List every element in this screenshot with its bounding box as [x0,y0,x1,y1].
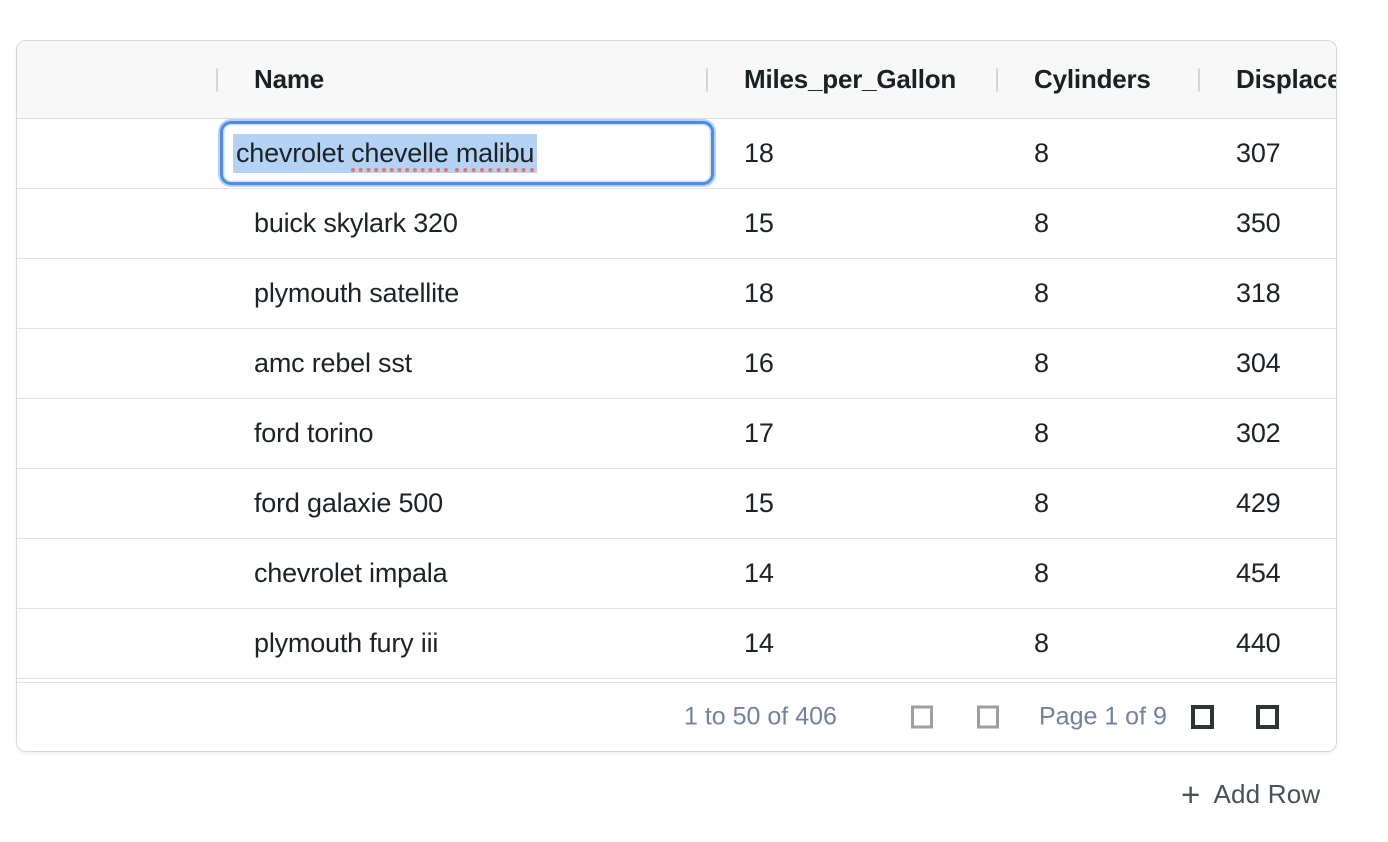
displacement-cell[interactable]: 304 [1236,348,1281,378]
editor-word-misspelled: chevelle [351,137,449,168]
column-header-displacement[interactable]: Displacement [1198,41,1336,118]
column-header-miles-per-gallon[interactable]: Miles_per_Gallon [706,41,996,118]
page-indicator-label: Page 1 of 9 [1039,702,1167,731]
editor-word: chevrolet [236,137,344,168]
displacement-cell[interactable]: 454 [1236,558,1281,588]
grid-header-row: Name Miles_per_Gallon Cylinders Displace… [17,41,1336,119]
row-handle-cell[interactable] [17,189,216,258]
row-handle-cell[interactable] [17,119,216,188]
mpg-cell[interactable]: 17 [744,418,774,448]
column-header-blank [17,41,216,118]
name-cell[interactable]: plymouth satellite [254,278,460,308]
name-cell[interactable]: ford torino [254,418,374,448]
table-row: buick skylark 320 15 8 350 [17,189,1336,259]
column-resize-handle[interactable] [996,68,998,91]
cylinders-cell[interactable]: 8 [1034,558,1049,588]
mpg-cell[interactable]: 14 [744,558,774,588]
displacement-cell[interactable]: 302 [1236,418,1281,448]
table-row: plymouth fury iii 14 8 440 [17,609,1336,679]
row-handle-cell[interactable] [17,399,216,468]
table-row: chevrolet impala 14 8 454 [17,539,1336,609]
table-row: 18 8 307 chevrolet chevelle malibu [17,119,1336,189]
add-row-button[interactable]: + Add Row [1181,775,1321,813]
cylinders-cell[interactable]: 8 [1034,628,1049,658]
column-resize-handle[interactable] [1198,68,1200,91]
row-handle-cell[interactable] [17,329,216,398]
mpg-cell[interactable]: 16 [744,348,774,378]
displacement-cell[interactable]: 350 [1236,208,1281,238]
table-row: ford torino 17 8 302 [17,399,1336,469]
column-header-label: Name [254,64,325,94]
column-header-name[interactable]: Name [216,41,706,118]
mpg-cell[interactable]: 14 [744,628,774,658]
table-row: ford galaxie 500 15 8 429 [17,469,1336,539]
column-header-cylinders[interactable]: Cylinders [996,41,1198,118]
next-page-icon[interactable] [1191,705,1214,729]
table-row: amc rebel sst 16 8 304 [17,329,1336,399]
mpg-cell[interactable]: 15 [744,208,774,238]
mpg-cell[interactable]: 15 [744,488,774,518]
mpg-cell[interactable]: 18 [744,138,774,168]
plus-icon: + [1181,775,1201,813]
name-cell[interactable]: plymouth fury iii [254,628,439,658]
column-resize-handle[interactable] [216,68,218,91]
row-handle-cell[interactable] [17,609,216,678]
row-handle-cell[interactable] [17,469,216,538]
cylinders-cell[interactable]: 8 [1034,488,1049,518]
grid-paging-panel: 1 to 50 of 406 Page 1 of 9 [17,682,1336,751]
column-header-label: Displacement [1236,64,1336,94]
selected-text: chevrolet chevelle malibu [233,133,538,173]
cylinders-cell[interactable]: 8 [1034,278,1049,308]
first-page-icon[interactable] [911,705,933,729]
name-cell[interactable]: buick skylark 320 [254,208,458,238]
displacement-cell[interactable]: 440 [1236,628,1281,658]
cylinders-cell[interactable]: 8 [1034,138,1049,168]
mpg-cell[interactable]: 18 [744,278,774,308]
previous-page-icon[interactable] [977,705,999,729]
row-handle-cell[interactable] [17,259,216,328]
editor-word-misspelled: malibu [455,137,535,168]
add-row-label: Add Row [1213,779,1321,809]
column-header-label: Miles_per_Gallon [744,64,957,94]
grid-body: 18 8 307 chevrolet chevelle malibu buick… [17,119,1336,679]
last-page-icon[interactable] [1256,705,1279,729]
row-handle-cell[interactable] [17,539,216,608]
column-resize-handle[interactable] [706,68,708,91]
displacement-cell[interactable]: 429 [1236,488,1281,518]
name-cell[interactable]: amc rebel sst [254,348,412,378]
cylinders-cell[interactable]: 8 [1034,208,1049,238]
row-range-label: 1 to 50 of 406 [684,702,837,731]
cylinders-cell[interactable]: 8 [1034,418,1049,448]
cylinders-cell[interactable]: 8 [1034,348,1049,378]
column-header-label: Cylinders [1034,64,1151,94]
name-cell[interactable]: ford galaxie 500 [254,488,443,518]
cell-editor-input[interactable]: chevrolet chevelle malibu [220,121,714,185]
displacement-cell[interactable]: 318 [1236,278,1281,308]
displacement-cell[interactable]: 307 [1236,138,1281,168]
cars-data-grid: Name Miles_per_Gallon Cylinders Displace… [16,40,1337,752]
name-cell[interactable]: chevrolet impala [254,558,448,588]
table-row: plymouth satellite 18 8 318 [17,259,1336,329]
